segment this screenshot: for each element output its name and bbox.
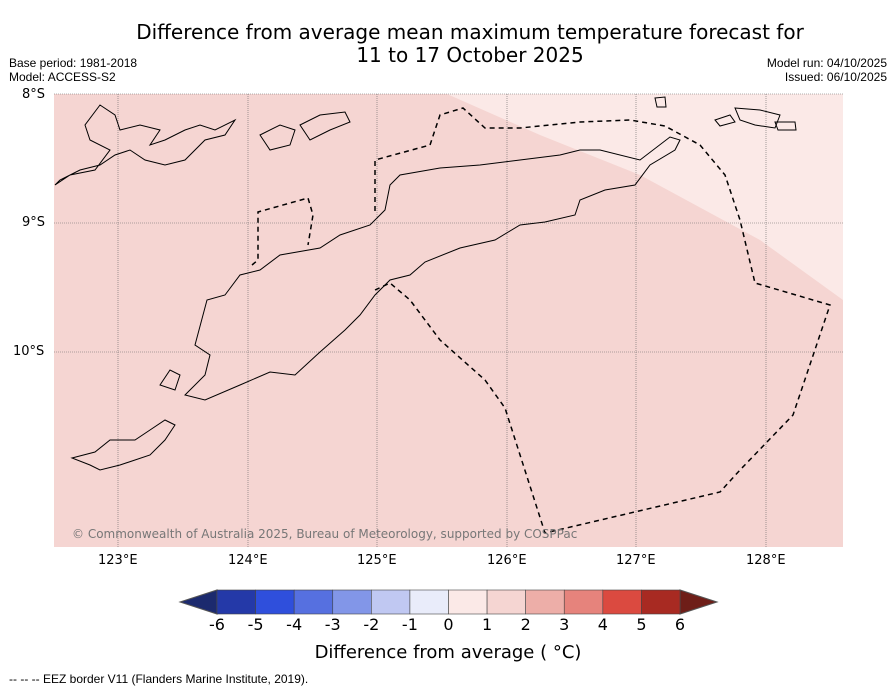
colorbar-tick: 6 bbox=[674, 615, 686, 634]
colorbar-cell bbox=[563, 589, 604, 615]
colorbar-cell bbox=[409, 589, 449, 615]
model: Model: ACCESS-S2 bbox=[9, 70, 116, 84]
colorbar-cell bbox=[293, 589, 334, 615]
colorbar-cell bbox=[255, 589, 295, 615]
colorbar-cell bbox=[332, 589, 372, 615]
lon-tick: 123°E bbox=[98, 553, 138, 568]
lat-tick: 8°S bbox=[22, 87, 46, 102]
colorbar-cell bbox=[448, 589, 488, 615]
eez-border bbox=[251, 107, 831, 534]
lat-tick: 10°S bbox=[13, 344, 45, 359]
issued-date: Issued: 06/10/2025 bbox=[784, 70, 887, 84]
lat-tick: 9°S bbox=[22, 215, 46, 230]
colorbar-tick: 0 bbox=[443, 615, 454, 634]
title-line-1: Difference from average mean maximum tem… bbox=[136, 20, 804, 44]
colorbar-cell bbox=[371, 589, 411, 615]
colorbar-extend-low bbox=[178, 589, 218, 615]
lon-tick: 125°E bbox=[357, 553, 397, 568]
colorbar-tick: -4 bbox=[286, 615, 303, 634]
lon-tick: 127°E bbox=[616, 553, 656, 568]
colorbar-cell bbox=[641, 589, 681, 615]
graticule bbox=[54, 93, 843, 547]
copyright-notice: © Commonwealth of Australia 2025, Bureau… bbox=[72, 527, 578, 541]
title-line-2: 11 to 17 October 2025 bbox=[356, 43, 584, 67]
base-period: Base period: 1981-2018 bbox=[9, 56, 138, 70]
colorbar-tick: 1 bbox=[481, 615, 493, 634]
colorbar-tick: -3 bbox=[324, 615, 341, 634]
colorbar-cell bbox=[525, 589, 565, 615]
lon-tick: 124°E bbox=[228, 553, 268, 568]
colorbar-tick: -1 bbox=[401, 615, 418, 634]
colorbar-tick: -2 bbox=[363, 615, 380, 634]
anomaly-band-0-1 bbox=[447, 94, 843, 300]
colorbar-tick: -6 bbox=[209, 615, 225, 634]
colorbar-tick: -5 bbox=[247, 615, 264, 634]
colorbar-label: Difference from average ( °C) bbox=[314, 642, 582, 663]
lon-tick: 128°E bbox=[746, 553, 786, 568]
colorbar-tick: 5 bbox=[636, 615, 647, 634]
eez-legend-note: -- -- -- EEZ border V11 (Flanders Marine… bbox=[9, 672, 309, 686]
colorbar-tick: 2 bbox=[520, 615, 531, 634]
colorbar bbox=[216, 589, 681, 615]
lon-tick: 126°E bbox=[487, 553, 527, 568]
colorbar-cell bbox=[486, 589, 526, 615]
colorbar-tick: 4 bbox=[597, 615, 608, 634]
model-run: Model run: 04/10/2025 bbox=[766, 56, 887, 70]
coastlines bbox=[54, 96, 797, 471]
colorbar-tick: 3 bbox=[559, 615, 570, 634]
colorbar-cell bbox=[602, 589, 642, 615]
colorbar-cell bbox=[216, 589, 256, 615]
colorbar-extend-high bbox=[679, 589, 719, 615]
